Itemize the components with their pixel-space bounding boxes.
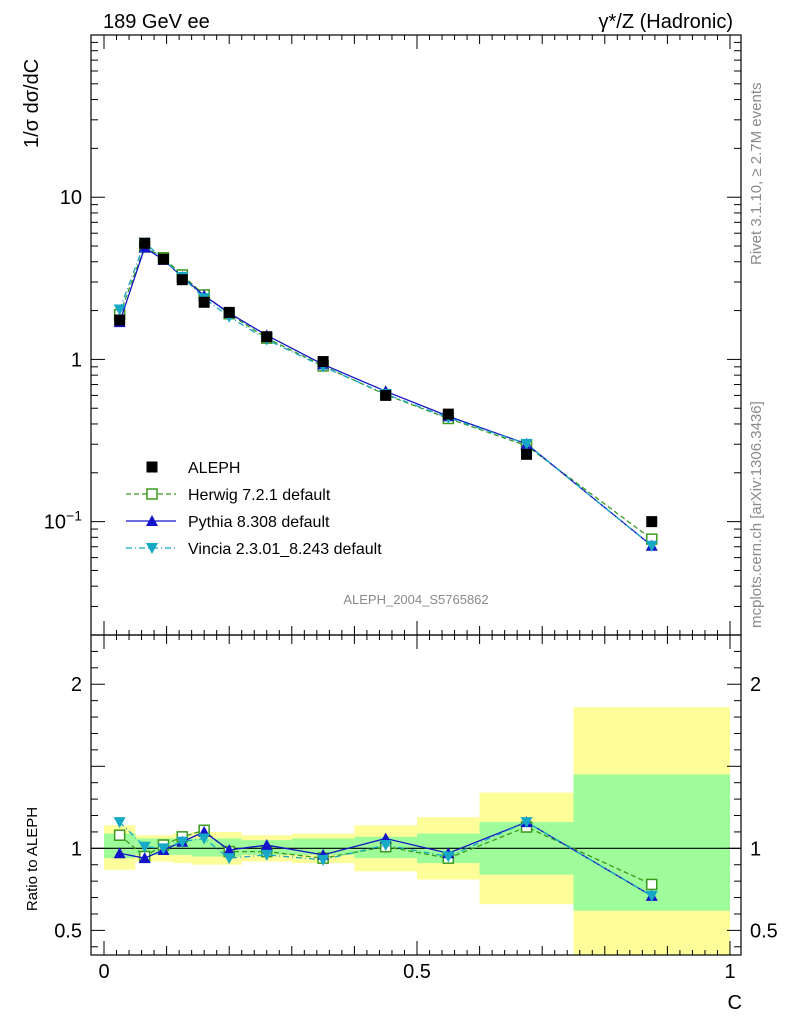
axis-ticks: 0 0.5 1 10−1 1 10 0.5 0.5 1 1 2 2 bbox=[44, 35, 778, 983]
series-marker-top bbox=[520, 438, 533, 450]
series-marker-ratio bbox=[520, 817, 533, 829]
data-point bbox=[157, 253, 169, 265]
y-tick-label-bottom-left: 1 bbox=[71, 838, 82, 860]
title-right: γ*/Z (Hadronic) bbox=[599, 11, 733, 33]
data-point bbox=[261, 331, 273, 343]
legend-entry-1: ALEPH bbox=[146, 460, 240, 477]
series-layer bbox=[113, 237, 658, 902]
legend-label: ALEPH bbox=[188, 460, 240, 477]
legend-label: Vincia 2.3.01_8.243 default bbox=[188, 541, 382, 558]
legend-entry-4: Vincia 2.3.01_8.243 default bbox=[126, 541, 382, 558]
legend-marker bbox=[146, 543, 158, 554]
x-axis-label: C bbox=[728, 992, 742, 1014]
series-marker-ratio bbox=[379, 840, 392, 852]
series-line-ratio bbox=[119, 821, 653, 897]
legend-entry-2: Herwig 7.2.1 default bbox=[126, 487, 331, 504]
legend-label: Pythia 8.308 default bbox=[188, 514, 330, 531]
series-marker-ratio bbox=[223, 853, 236, 865]
y-axis-label-bottom: Ratio to ALEPH bbox=[24, 807, 41, 911]
series-marker-ratio bbox=[223, 843, 236, 855]
series-marker-top bbox=[113, 304, 126, 316]
series-marker-top bbox=[645, 540, 658, 552]
series-marker-ratio bbox=[646, 878, 658, 891]
series-marker-ratio bbox=[260, 839, 273, 851]
legend-marker bbox=[146, 461, 158, 473]
bottom-panel-frame bbox=[90, 634, 742, 956]
x-tick-label: 0.5 bbox=[403, 961, 431, 983]
legend-label: Herwig 7.2.1 default bbox=[188, 487, 331, 504]
data-point bbox=[114, 314, 126, 326]
y-tick-label-top: 10 bbox=[60, 187, 82, 209]
legend: ALEPH Herwig 7.2.1 default Pythia 8.308 de… bbox=[126, 460, 382, 558]
series-marker-ratio bbox=[157, 843, 170, 855]
x-tick-label: 1 bbox=[724, 961, 735, 983]
series-marker-ratio bbox=[113, 817, 126, 829]
data-point bbox=[317, 356, 329, 368]
data-series-aleph bbox=[114, 237, 658, 528]
series-marker-ratio bbox=[113, 829, 126, 841]
uncertainty-bands bbox=[91, 707, 741, 955]
series-marker-ratio bbox=[442, 851, 455, 863]
data-point bbox=[442, 408, 454, 420]
x-tick-label: 0 bbox=[98, 961, 109, 983]
series-marker-ratio bbox=[176, 836, 189, 848]
legend-marker bbox=[146, 488, 158, 500]
data-point bbox=[380, 389, 392, 401]
y-tick-label-bottom-left: 2 bbox=[71, 674, 82, 696]
series-marker-ratio bbox=[138, 841, 151, 853]
data-point bbox=[176, 274, 188, 286]
series-marker-ratio bbox=[645, 890, 658, 902]
side-text-top: Rivet 3.1.10, ≥ 2.7M events bbox=[748, 83, 765, 266]
plot-frames bbox=[90, 34, 742, 956]
data-point bbox=[646, 516, 658, 528]
y-tick-label-bottom-right: 0.5 bbox=[750, 920, 778, 942]
y-tick-label-bottom-right: 2 bbox=[750, 674, 761, 696]
series-marker-ratio bbox=[198, 833, 211, 845]
series-marker-ratio bbox=[260, 849, 273, 861]
title-left: 189 GeV ee bbox=[103, 11, 210, 33]
legend-marker bbox=[146, 515, 158, 526]
series-marker-ratio bbox=[317, 854, 330, 866]
series-marker-ratio bbox=[138, 852, 151, 864]
data-point bbox=[139, 237, 151, 249]
band-inner-bin bbox=[191, 838, 217, 857]
y-tick-label-top: 10−1 bbox=[44, 508, 82, 534]
data-point bbox=[521, 448, 533, 460]
analysis-label: ALEPH_2004_S5765862 bbox=[343, 592, 488, 607]
y-tick-label-bottom-left: 0.5 bbox=[54, 920, 82, 942]
legend-entry-3: Pythia 8.308 default bbox=[126, 514, 330, 531]
data-point bbox=[198, 296, 210, 308]
y-tick-label-bottom-right: 1 bbox=[750, 838, 761, 860]
side-text-bottom: mcplots.cern.ch [arXiv:1306.3436] bbox=[748, 401, 765, 628]
y-tick-label-top: 1 bbox=[71, 349, 82, 371]
data-point bbox=[223, 306, 235, 318]
series-marker-ratio bbox=[113, 847, 126, 859]
y-axis-label-top: 1/σ dσ/dC bbox=[21, 59, 43, 148]
